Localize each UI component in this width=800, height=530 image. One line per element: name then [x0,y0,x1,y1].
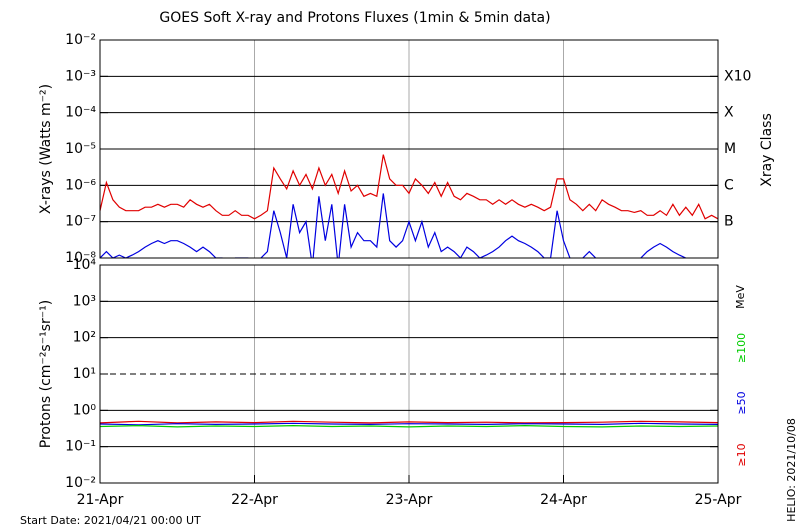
plot-frame [99,39,719,259]
x-tick-label: 23-Apr [386,492,433,508]
credit: HELIO: 2021/10/08 [785,418,798,522]
y-tick-label: 10⁻⁴ [65,105,96,121]
series-line [100,420,718,424]
plot-area [100,154,718,258]
y-tick-label: 10⁻⁶ [65,177,96,193]
plot-frame [99,264,719,484]
y-tick-label: 10⁻³ [65,68,96,84]
x-tick-label: 21-Apr [77,492,124,508]
x-tick-label: 22-Apr [231,492,278,508]
y-tick-label: 10¹ [73,366,96,382]
series-line [100,422,718,426]
x-tick-label: 25-Apr [695,492,742,508]
y-tick-label: 10⁴ [73,257,97,273]
y-tick-label: 10⁻¹ [65,439,96,455]
y-tick-label: 10⁰ [73,402,97,418]
class-label: M [724,141,736,157]
class-label: X10 [724,68,751,84]
y-tick-label: 10⁻² [65,475,96,491]
class-label: X [724,105,734,121]
plot-area [100,420,718,428]
class-axis-title: Xray Class [759,113,775,187]
chart-title: GOES Soft X-ray and Protons Fluxes (1min… [159,10,550,26]
legend-label: ≥10 [735,443,748,466]
class-label: B [724,214,734,230]
y-axis-title: X-rays (Watts m⁻²) [38,84,54,214]
legend-label: ≥50 [735,391,748,414]
unit-label: MeV [734,285,747,309]
series-line [100,424,718,428]
y-tick-label: 10³ [73,293,96,309]
series-line [100,154,718,220]
y-tick-label: 10⁻⁸ [65,250,96,266]
footnote: Start Date: 2021/04/21 00:00 UT [20,514,201,527]
legend-label: ≥100 [735,333,748,363]
x-tick-label: 24-Apr [540,492,587,508]
series-line [100,193,688,258]
class-label: C [724,177,734,193]
y-tick-label: 10⁻² [65,32,96,48]
y-tick-label: 10⁻⁷ [65,214,96,230]
y-tick-label: 10² [73,330,96,346]
y-axis-title: Protons (cm⁻²s⁻¹sr⁻¹) [38,300,54,449]
y-tick-label: 10⁻⁵ [65,141,96,157]
